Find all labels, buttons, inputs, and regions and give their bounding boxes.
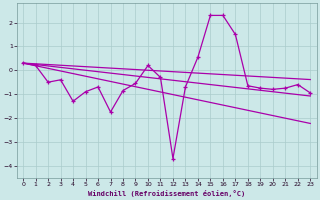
X-axis label: Windchill (Refroidissement éolien,°C): Windchill (Refroidissement éolien,°C) xyxy=(88,190,245,197)
